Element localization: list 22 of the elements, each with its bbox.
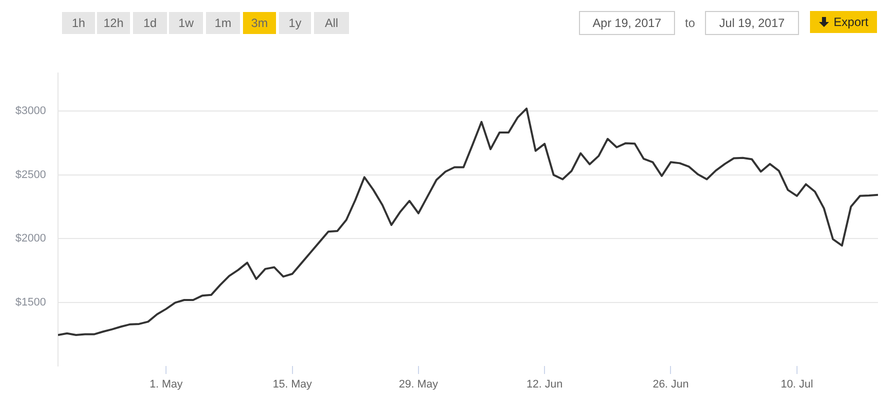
x-tick-label: 15. May: [272, 378, 312, 391]
y-tick-label: $3000: [15, 105, 46, 118]
x-tick-label: 12. Jun: [526, 378, 563, 391]
text: Apr 19, 2017: [579, 11, 675, 35]
y-tick-label: $2000: [15, 232, 46, 245]
y-tick-label: $1500: [15, 296, 46, 308]
x-tick-label: 26. Jun: [652, 378, 689, 391]
text: 1d: [133, 12, 167, 34]
text: 1y: [279, 12, 311, 34]
text: to: [684, 15, 696, 32]
x-tick-label: 1. May: [150, 378, 184, 391]
text: Export: [834, 15, 868, 29]
text: All: [314, 12, 349, 34]
text: Jul 19, 2017: [705, 11, 799, 35]
text: 1h: [62, 12, 95, 34]
x-tick-label: 29. May: [398, 378, 438, 391]
text: 1w: [169, 12, 203, 34]
y-tick-label: $2500: [15, 168, 46, 181]
text: 12h: [97, 12, 130, 34]
text: 1m: [206, 12, 240, 34]
x-tick-label: 10. Jul: [780, 378, 814, 391]
text: 3m: [243, 12, 276, 34]
